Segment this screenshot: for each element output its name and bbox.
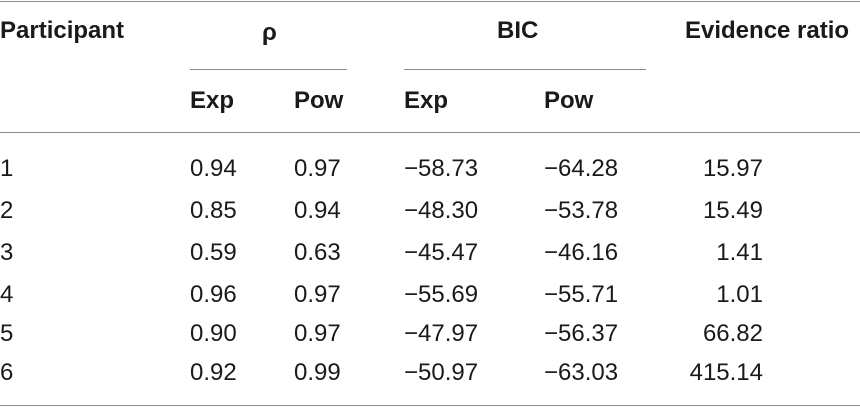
table-bottom-rule (0, 405, 860, 406)
bic-group-rule (404, 69, 646, 70)
cell-bic-exp: −58.73 (404, 155, 479, 182)
cell-evidence-ratio: 415.14 (689, 359, 763, 386)
table-top-rule (0, 1, 860, 2)
cell-bic-pow: −55.71 (544, 281, 619, 308)
header-rho: ρ (262, 19, 277, 46)
cell-rho-exp: 0.96 (190, 281, 237, 308)
cell-rho-exp: 0.92 (190, 359, 237, 386)
cell-bic-pow: −64.28 (544, 155, 619, 182)
header-bic-pow: Pow (544, 87, 594, 114)
cell-rho-pow: 0.94 (294, 197, 341, 224)
cell-bic-pow: −46.16 (544, 239, 619, 266)
cell-rho-pow: 0.97 (294, 320, 341, 347)
header-evidence-ratio: Evidence ratio (685, 17, 850, 44)
cell-rho-pow: 0.97 (294, 155, 341, 182)
cell-bic-exp: −50.97 (404, 359, 479, 386)
cell-rho-pow: 0.99 (294, 359, 341, 386)
cell-evidence-ratio: 1.01 (716, 281, 763, 308)
cell-bic-exp: −55.69 (404, 281, 479, 308)
cell-bic-exp: −45.47 (404, 239, 479, 266)
header-bic-exp: Exp (404, 87, 449, 114)
cell-rho-exp: 0.90 (190, 320, 237, 347)
cell-rho-exp: 0.59 (190, 239, 237, 266)
cell-participant: 5 (0, 320, 14, 347)
cell-participant: 4 (0, 281, 14, 308)
cell-rho-exp: 0.85 (190, 197, 237, 224)
cell-evidence-ratio: 15.49 (702, 197, 763, 224)
cell-bic-exp: −47.97 (404, 320, 479, 347)
cell-participant: 3 (0, 239, 14, 266)
cell-evidence-ratio: 66.82 (702, 320, 763, 347)
cell-rho-pow: 0.63 (294, 239, 341, 266)
cell-evidence-ratio: 1.41 (716, 239, 763, 266)
cell-bic-pow: −53.78 (544, 197, 619, 224)
cell-rho-exp: 0.94 (190, 155, 237, 182)
header-rho-exp: Exp (190, 87, 235, 114)
rho-group-rule (190, 69, 347, 70)
cell-participant: 1 (0, 155, 14, 182)
cell-participant: 2 (0, 197, 14, 224)
cell-participant: 6 (0, 359, 14, 386)
cell-bic-pow: −63.03 (544, 359, 619, 386)
cell-bic-pow: −56.37 (544, 320, 619, 347)
header-bottom-rule (0, 132, 860, 133)
cell-evidence-ratio: 15.97 (702, 155, 763, 182)
header-bic: BIC (497, 17, 539, 44)
header-rho-pow: Pow (294, 87, 344, 114)
header-participant: Participant (0, 17, 125, 44)
cell-rho-pow: 0.97 (294, 281, 341, 308)
cell-bic-exp: −48.30 (404, 197, 479, 224)
